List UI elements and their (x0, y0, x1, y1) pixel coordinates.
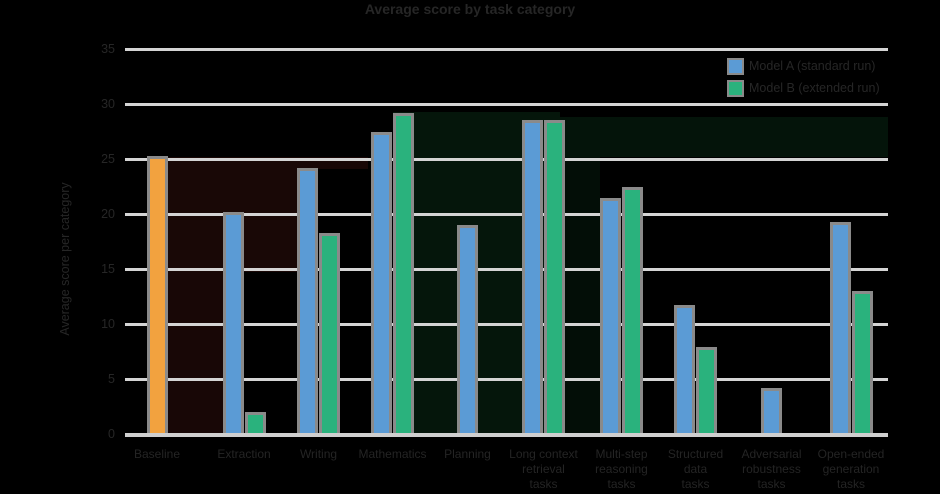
x-axis-label-group-2: Extraction (217, 447, 271, 461)
legend-swatch-blue (727, 57, 744, 75)
bar-baseline-group-1 (146, 156, 168, 435)
bar-a-group-4 (371, 132, 392, 435)
x-axis-label-group-6: Long context retrieval tasks (509, 447, 578, 491)
bar-a-group-3 (297, 168, 318, 435)
bar-a-group-8 (674, 305, 695, 435)
bar-b-group-6 (544, 120, 565, 435)
bar-a-group-9 (761, 388, 782, 435)
red-zone-lower (167, 272, 230, 435)
y-axis-title: Average score per category (58, 182, 72, 336)
y-tick-label-20: 20 (101, 207, 115, 221)
legend-label-series-b: Model B (extended run) (749, 81, 880, 95)
bar-b-group-7 (622, 187, 643, 435)
gridline-15 (125, 268, 888, 271)
legend-item-series-a[interactable]: Model A (standard run) (727, 57, 880, 75)
x-axis-label-group-8: Structured data tasks (667, 447, 724, 491)
y-tick-label-30: 30 (101, 97, 115, 111)
y-tick-label-15: 15 (101, 262, 115, 276)
bar-a-group-10 (829, 222, 851, 435)
gridline-35 (125, 48, 888, 51)
bar-a-group-7 (600, 198, 621, 435)
bar-a-group-5 (457, 225, 478, 435)
bar-b-group-4 (393, 113, 414, 435)
gridline-5 (125, 378, 888, 381)
y-tick-label-25: 25 (101, 152, 115, 166)
gridline-25 (125, 158, 888, 161)
y-tick-label-5: 5 (108, 372, 115, 386)
x-axis-label-group-1: Baseline (133, 447, 181, 461)
bar-a-group-6 (522, 120, 543, 435)
bar-a-group-2 (222, 212, 244, 435)
x-axis-label-group-4: Mathematics (358, 447, 427, 461)
y-tick-label-35: 35 (101, 42, 115, 56)
x-axis-label-group-10: Open-ended generation tasks (817, 447, 885, 491)
x-axis-label-group-9: Adversarial robustness tasks (741, 447, 802, 491)
legend-swatch-green (727, 79, 744, 97)
green-zone-tail (563, 157, 600, 435)
gridline-30 (125, 103, 888, 106)
bar-b-group-2 (244, 412, 266, 435)
legend: Model A (standard run) Model B (extended… (727, 57, 880, 102)
y-tick-label-0: 0 (108, 427, 115, 441)
green-zone-band (560, 117, 888, 157)
bar-b-group-8 (696, 347, 717, 435)
legend-label-series-a: Model A (standard run) (749, 59, 876, 73)
x-axis-label-group-7: Multi-step reasoning tasks (595, 447, 648, 491)
gridline-20 (125, 213, 888, 216)
bar-b-group-10 (851, 291, 873, 435)
bar-b-group-3 (319, 233, 340, 435)
x-axis-line (125, 433, 888, 437)
gridline-10 (125, 323, 888, 326)
x-axis-label-group-5: Planning (444, 447, 491, 461)
chart-title: Average score by task category (364, 1, 576, 17)
y-tick-label-10: 10 (101, 317, 115, 331)
legend-item-series-b[interactable]: Model B (extended run) (727, 79, 880, 97)
x-axis-label-group-3: Writing (299, 447, 338, 461)
